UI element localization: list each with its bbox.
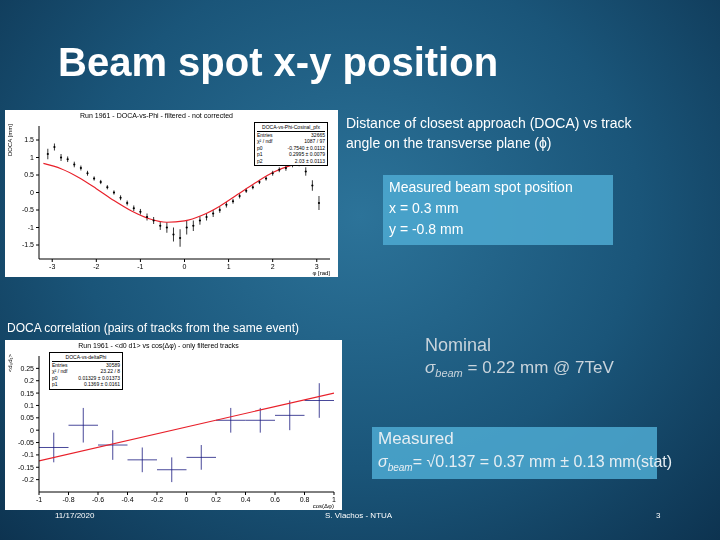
- svg-text:0.4: 0.4: [241, 496, 251, 503]
- svg-text:1: 1: [332, 496, 336, 503]
- svg-text:2: 2: [271, 263, 275, 270]
- html-text:23.22 / 8: 23.22 / 8: [100, 368, 120, 374]
- svg-text:1: 1: [30, 154, 34, 161]
- html-text:32665: 32665: [311, 131, 325, 138]
- html-text:p1: p1: [52, 381, 58, 387]
- svg-text:-1: -1: [28, 224, 34, 231]
- html-text:3: 3: [656, 511, 661, 520]
- html-text:1087 / 97: 1087 / 97: [304, 138, 325, 144]
- html-text:χ² / ndf: χ² / ndf: [257, 138, 273, 144]
- html-text:-0.7540 ± 0.0112: -0.7540 ± 0.0112: [287, 144, 325, 151]
- html-text:DOCA [mm]: DOCA [mm]: [7, 124, 13, 156]
- svg-text:1.5: 1.5: [24, 136, 34, 143]
- html-text:Distance of closest approach (: Distance of closest approach (DOCA) vs t…: [346, 115, 632, 151]
- html-text:Nominal: Nominal: [425, 335, 491, 355]
- html-text:σbeam= √0.137 = 0.37 mm ± 0.13: σbeam= √0.137 = 0.37 mm ± 0.13 mm(stat): [378, 453, 673, 474]
- svg-text:0: 0: [185, 496, 189, 503]
- svg-text:-0.1: -0.1: [22, 451, 34, 458]
- html-text:2.03 ± 0.0113: 2.03 ± 0.0113: [294, 157, 325, 164]
- html-text:0.1369 ± 0.0161: 0.1369 ± 0.0161: [83, 381, 120, 387]
- svg-text:-0.8: -0.8: [62, 496, 74, 503]
- html-text:x = 0.3 mm: x = 0.3 mm: [389, 200, 459, 216]
- html-text:Measured: Measured: [378, 429, 454, 448]
- html-text:Entries: Entries: [52, 361, 68, 368]
- html-text:0.2995 ± 0.0079: 0.2995 ± 0.0079: [288, 151, 325, 157]
- html-text:30589: 30589: [106, 361, 120, 368]
- svg-text:0.25: 0.25: [20, 365, 34, 372]
- html-text:p0: p0: [52, 374, 58, 381]
- svg-text:-0.6: -0.6: [92, 496, 104, 503]
- html-text:DOCA correlation (pairs of tra: DOCA correlation (pairs of tracks from t…: [7, 321, 300, 335]
- svg-text:0.5: 0.5: [24, 171, 34, 178]
- html-text:Beam spot x-y position: Beam spot x-y position: [58, 40, 499, 84]
- html-text:Entries: Entries: [257, 131, 273, 138]
- svg-text:0.6: 0.6: [270, 496, 280, 503]
- svg-text:0.1: 0.1: [24, 402, 34, 409]
- html-text:p0: p0: [257, 144, 263, 151]
- html-text:χ² / ndf: χ² / ndf: [52, 368, 68, 374]
- svg-text:0.8: 0.8: [300, 496, 310, 503]
- svg-text:-0.05: -0.05: [18, 439, 34, 446]
- svg-text:-1: -1: [137, 263, 143, 270]
- svg-text:0: 0: [30, 427, 34, 434]
- html-text:DOCA-vs-Phi-Cosinal_pfx: DOCA-vs-Phi-Cosinal_pfx: [262, 124, 320, 130]
- svg-text:-1: -1: [36, 496, 42, 503]
- svg-text:1: 1: [227, 263, 231, 270]
- html-text:φ [rad]: φ [rad]: [312, 270, 330, 276]
- svg-text:0.2: 0.2: [24, 377, 34, 384]
- svg-text:-0.2: -0.2: [151, 496, 163, 503]
- html-text:Run 1961 - <d0 d1> vs cos(Δφ): Run 1961 - <d0 d1> vs cos(Δφ) - only fil…: [78, 342, 239, 349]
- svg-text:-1.5: -1.5: [22, 241, 34, 248]
- svg-text:-0.15: -0.15: [18, 464, 34, 471]
- html-text:Run 1961 - DOCA-vs-Phi - filte: Run 1961 - DOCA-vs-Phi - filtered - not …: [80, 112, 233, 119]
- svg-text:-0.5: -0.5: [22, 206, 34, 213]
- svg-text:0.2: 0.2: [211, 496, 221, 503]
- html-text:Measured beam spot position: Measured beam spot position: [389, 179, 573, 195]
- svg-text:0.15: 0.15: [20, 390, 34, 397]
- html-text:p2: p2: [257, 157, 263, 164]
- html-text:y = -0.8 mm: y = -0.8 mm: [389, 221, 464, 237]
- svg-text:-3: -3: [49, 263, 55, 270]
- svg-text:-0.4: -0.4: [121, 496, 133, 503]
- html-text:cos(Δφ): cos(Δφ): [312, 503, 334, 509]
- svg-text:0: 0: [30, 189, 34, 196]
- html-text:p1: p1: [257, 151, 263, 157]
- html-text:11/17/2020: 11/17/2020: [55, 511, 95, 520]
- html-text:S. Vlachos - NTUA: S. Vlachos - NTUA: [325, 511, 393, 520]
- html-text:<d₀d₁>: <d₀d₁>: [7, 354, 13, 373]
- svg-text:0: 0: [183, 263, 187, 270]
- html-text:σbeam= 0.22 mm @ 7TeV: σbeam= 0.22 mm @ 7TeV: [425, 358, 614, 380]
- svg-text:-2: -2: [93, 263, 99, 270]
- svg-text:3: 3: [315, 263, 319, 270]
- svg-text:0.05: 0.05: [20, 414, 34, 421]
- html-text:0.01329 ± 0.01373: 0.01329 ± 0.01373: [78, 374, 120, 381]
- html-text:DOCA-vs-deltaPhi: DOCA-vs-deltaPhi: [65, 354, 107, 360]
- svg-text:-0.2: -0.2: [22, 476, 34, 483]
